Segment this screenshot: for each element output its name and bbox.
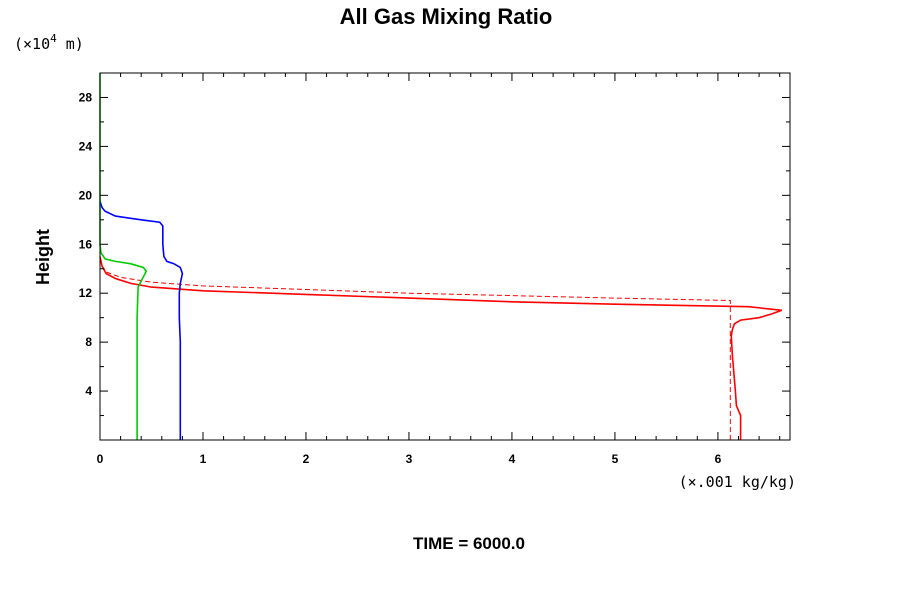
y-tick-label: 8 [85,335,92,349]
x-tick-label: 4 [509,452,516,466]
y-axis-unit: (×104 m) [14,32,84,53]
y-tick-label: 24 [79,139,93,153]
x-tick-label: 3 [406,452,413,466]
x-tick-label: 2 [303,452,310,466]
plot-frame [99,72,791,441]
x-axis: 0 1 2 3 4 5 6 [97,73,781,466]
series-line-0 [99,256,783,440]
y-tick-label: 4 [85,384,92,398]
series-line-1 [99,256,731,440]
plot-area [99,73,783,440]
series-line-3 [99,73,148,440]
y-tick-label: 28 [79,90,93,104]
chart-title: All Gas Mixing Ratio [340,4,553,29]
y-axis-label: Height [33,229,53,285]
y-axis: 4 8 12 16 20 24 28 [79,72,790,417]
x-tick-label: 6 [715,452,722,466]
x-tick-label: 1 [200,452,207,466]
y-tick-label: 16 [79,237,93,251]
x-tick-label: 0 [97,452,104,466]
y-tick-label: 20 [79,188,93,202]
y-tick-label: 12 [79,286,93,300]
series-line-2 [99,201,184,440]
x-tick-label: 5 [612,452,619,466]
time-label: TIME = 6000.0 [413,534,525,553]
x-axis-unit: (×.001 kg/kg) [679,473,796,491]
